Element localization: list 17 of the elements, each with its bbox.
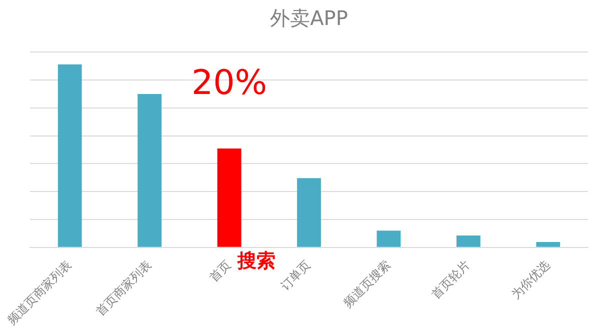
data-label: 20%	[191, 62, 268, 103]
bar	[536, 242, 560, 247]
bar	[217, 148, 242, 247]
x-tick-label: 频道页商家列表	[4, 258, 74, 328]
bar	[297, 178, 321, 247]
bar	[456, 236, 480, 247]
x-tick-label: 频道页搜索	[340, 258, 394, 310]
bar	[138, 94, 162, 247]
bar	[376, 230, 401, 247]
x-tick-label: 为你优选	[508, 258, 552, 302]
chart-title: 外卖APP	[270, 6, 348, 30]
bar	[58, 64, 82, 247]
x-tick-label: 首页轮片	[428, 258, 473, 302]
x-tick-label: 首页商家列表	[93, 258, 154, 319]
x-tick-label: 订单页	[278, 258, 314, 294]
text: 搜索	[236, 250, 276, 272]
x-tick-label: 首页	[206, 258, 234, 285]
